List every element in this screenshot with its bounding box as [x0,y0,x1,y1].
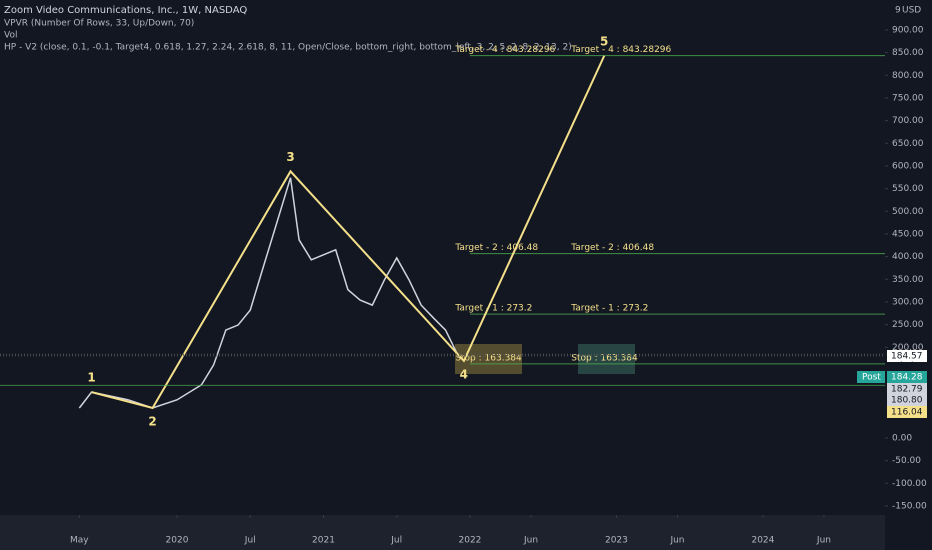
price-badge-label: 180.80 [891,396,923,406]
y-tick-label: 200.00 [892,343,924,353]
price-badge [887,350,927,362]
x-tick-label: 2024 [751,536,774,546]
indicator: Vol [4,31,17,41]
price-badge [887,383,927,395]
y-tick-label: -50.00 [892,456,921,466]
x-tick-label: Jul [390,536,402,546]
y-tick-label: -100.00 [892,479,927,489]
x-tick-label: Jun [669,536,684,546]
y-tick-label: 250.00 [892,320,924,330]
wave-label: 1 [87,371,95,385]
y-tick-label: 350.00 [892,275,924,285]
x-axis-bar [0,515,932,550]
y-tick-label: -150.00 [892,501,927,511]
y-tick-label: 800.00 [892,71,924,81]
indicator: HP - V2 (close, 0.1, -0.1, Target4, 0.61… [4,43,572,53]
y-tick-label: 750.00 [892,93,924,103]
x-tick-label: 2023 [605,536,628,546]
level-label: Target - 4 : 843.28296 [454,45,555,55]
y-axis-bar [885,0,932,550]
session-label: Post [862,373,881,383]
chart-title: Zoom Video Communications, Inc., 1W, NAS… [4,5,247,16]
x-tick-label: Jun [523,536,538,546]
price-badge [887,394,927,406]
x-tick-label: 2020 [166,536,189,546]
entry-box [455,344,522,374]
level-label: Target - 4 : 843.28296 [570,45,671,55]
wave-label: 3 [286,150,294,164]
level-label: Stop : 163.384 [571,353,638,363]
price-badge [887,406,927,418]
y-tick-label: 600.00 [892,161,924,171]
y-tick-label: 900.00 [892,25,924,35]
price-badge [887,371,927,383]
wave-label: 2 [148,415,156,429]
wave-label: 4 [460,367,468,381]
x-tick-label: Jul [244,536,256,546]
level-label: Target - 2 : 406.48 [570,243,654,253]
level-label: Target - 2 : 406.48 [454,243,538,253]
y-tick-label: 500.00 [892,207,924,217]
level-label: Target - 1 : 273.2 [454,304,532,314]
price-badge-label: 182.79 [891,385,923,395]
y-tick-label: 650.00 [892,139,924,149]
y-tick-label: 300.00 [892,297,924,307]
price-badge-label: 116.04 [891,408,923,418]
y-tick-label: 0.00 [892,433,912,443]
wave-line [91,55,606,410]
session-badge [857,371,885,383]
price-line [78,177,459,409]
y-tick-label: 400.00 [892,252,924,262]
countdown: 4d 0h [891,362,917,372]
y-tick-label: 450.00 [892,229,924,239]
y-tick-label: 850.00 [892,48,924,58]
y-tick-label: 550.00 [892,184,924,194]
entry-box [578,344,635,374]
currency-prefix: 9 [895,6,901,16]
price-badge-label: 184.28 [891,373,923,383]
x-tick-label: May [70,536,89,546]
level-label: Target - 1 : 273.2 [570,304,648,314]
x-tick-label: Jun [816,536,831,546]
price-badge-label: 184.57 [891,352,923,362]
currency: USD [902,6,921,16]
wave-label: 5 [600,34,608,48]
indicator: VPVR (Number Of Rows, 33, Up/Down, 70) [4,19,194,29]
x-tick-label: 2021 [312,536,335,546]
level-label: Stop : 163.384 [455,353,522,363]
y-tick-label: 700.00 [892,116,924,126]
x-tick-label: 2022 [459,536,482,546]
